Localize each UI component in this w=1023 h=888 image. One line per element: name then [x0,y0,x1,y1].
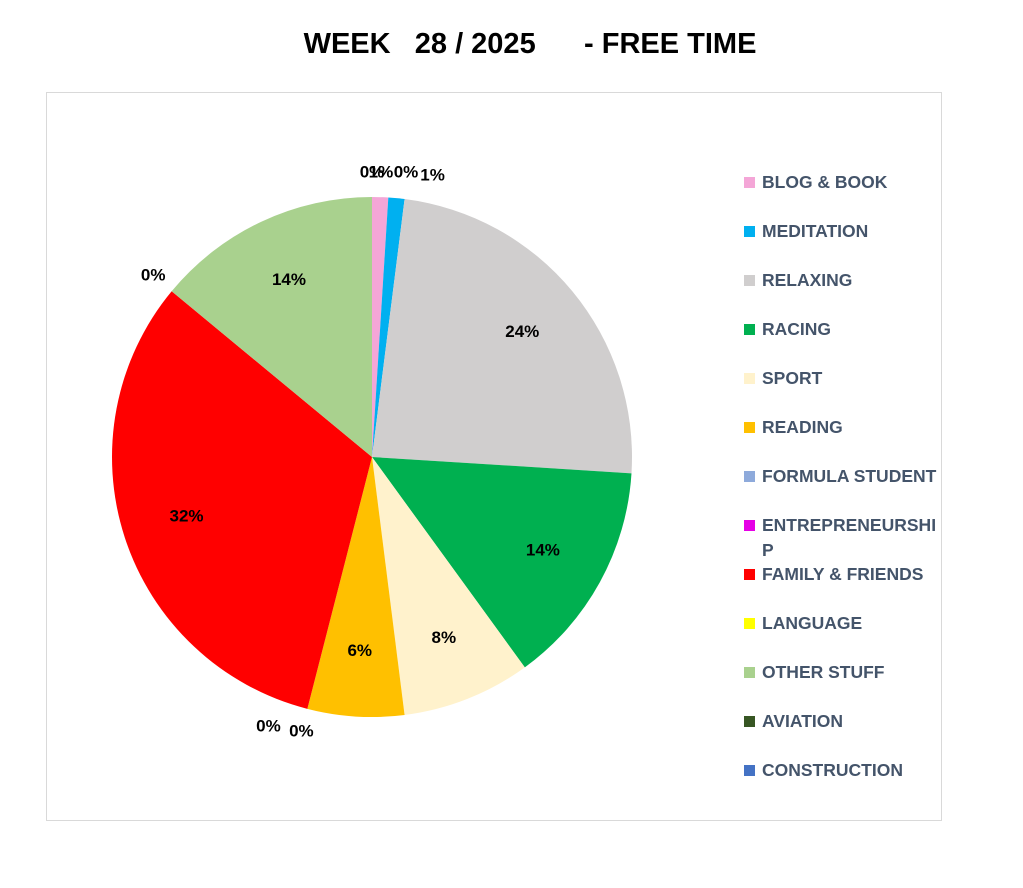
data-label: 0% [289,722,314,741]
legend-swatch [744,373,755,384]
legend-item: SPORT [744,366,944,415]
legend-item: BLOG & BOOK [744,170,944,219]
legend-item: READING [744,415,944,464]
pie-slice [372,199,632,474]
legend-label: BLOG & BOOK [762,172,888,192]
legend-item: LANGUAGE [744,611,944,660]
chart-frame [46,92,942,821]
legend-swatch [744,765,755,776]
legend-label: RACING [762,319,832,339]
pie-slice [171,197,372,457]
pie-slice [372,457,632,668]
legend-label: FORMULA STUDENT [762,466,937,486]
legend-swatch [744,226,755,237]
legend-swatch [744,716,755,727]
legend-label: READING [762,417,843,437]
legend-swatch [744,324,755,335]
legend-swatch [744,618,755,629]
pie-slice [111,291,372,709]
legend-item: CONSTRUCTION [744,758,944,807]
legend-item: RELAXING [744,268,944,317]
data-label: 8% [431,628,456,647]
pie-slice [372,457,525,715]
data-label: 0% [141,265,166,284]
data-label: 6% [347,641,372,660]
legend-item: FORMULA STUDENT [744,464,944,513]
legend-label: RELAXING [762,270,853,290]
data-label: 32% [170,507,204,526]
legend-item: AVIATION [744,709,944,758]
legend-swatch [744,471,755,482]
legend-swatch [744,667,755,678]
data-label: 14% [272,270,306,289]
legend-swatch [744,177,755,188]
data-label: 0% [360,162,385,181]
legend-label: FAMILY & FRIENDS [762,564,924,584]
pie-slice [307,457,405,717]
pie-slice [372,197,389,457]
legend-item: OTHER STUFF [744,660,944,709]
pie-slice [372,197,405,457]
data-label: 0% [394,162,419,181]
legend-swatch [744,275,755,286]
legend-label: OTHER STUFF [762,662,885,682]
data-label: 1% [420,166,445,185]
legend-swatch [744,422,755,433]
legend-item: RACING [744,317,944,366]
legend-label: AVIATION [762,711,844,731]
data-label: 14% [526,540,560,559]
legend-label: ENTREPRENEURSHIP [762,515,937,560]
legend-item: ENTREPRENEURSHIP [744,513,944,562]
legend-swatch [744,569,755,580]
legend-label: CONSTRUCTION [762,760,903,780]
legend-swatch [744,520,755,531]
legend-label: MEDITATION [762,221,869,241]
data-label: 24% [505,322,539,341]
data-label: 0% [256,717,281,736]
legend-label: LANGUAGE [762,613,863,633]
chart-title: WEEK 28 / 2025 - FREE TIME [303,28,757,60]
legend-item: MEDITATION [744,219,944,268]
legend-label: SPORT [762,368,823,388]
legend-item: FAMILY & FRIENDS [744,562,944,611]
data-label: 1% [369,163,394,182]
